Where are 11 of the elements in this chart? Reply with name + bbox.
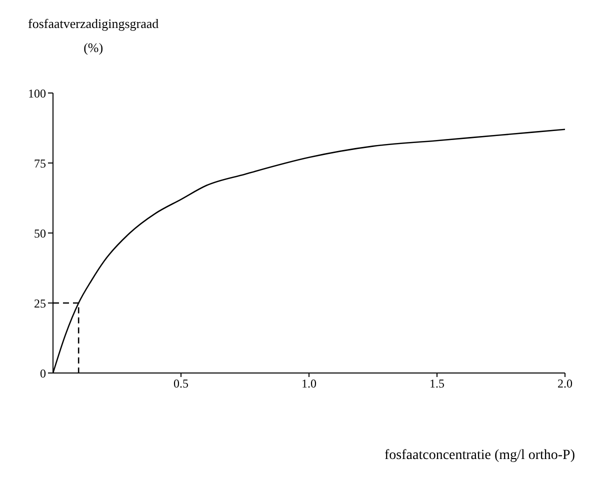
x-tick-label: 0.5: [174, 376, 188, 391]
x-tick-label: 1.0: [302, 376, 316, 391]
y-tick-label: 25: [34, 296, 46, 310]
x-tick-label: 2.0: [558, 376, 572, 391]
x-tick-label: 1.5: [430, 376, 444, 391]
x-axis-title: fosfaatconcentratie (mg/l ortho-P): [384, 448, 575, 464]
y-tick-label: 100: [28, 86, 46, 100]
y-axis-title: fosfaatverzadigingsgraad (%): [28, 16, 159, 56]
y-tick-label: 50: [34, 226, 46, 240]
y-tick-label: 75: [34, 156, 46, 170]
y-tick-label: 0: [40, 366, 46, 380]
